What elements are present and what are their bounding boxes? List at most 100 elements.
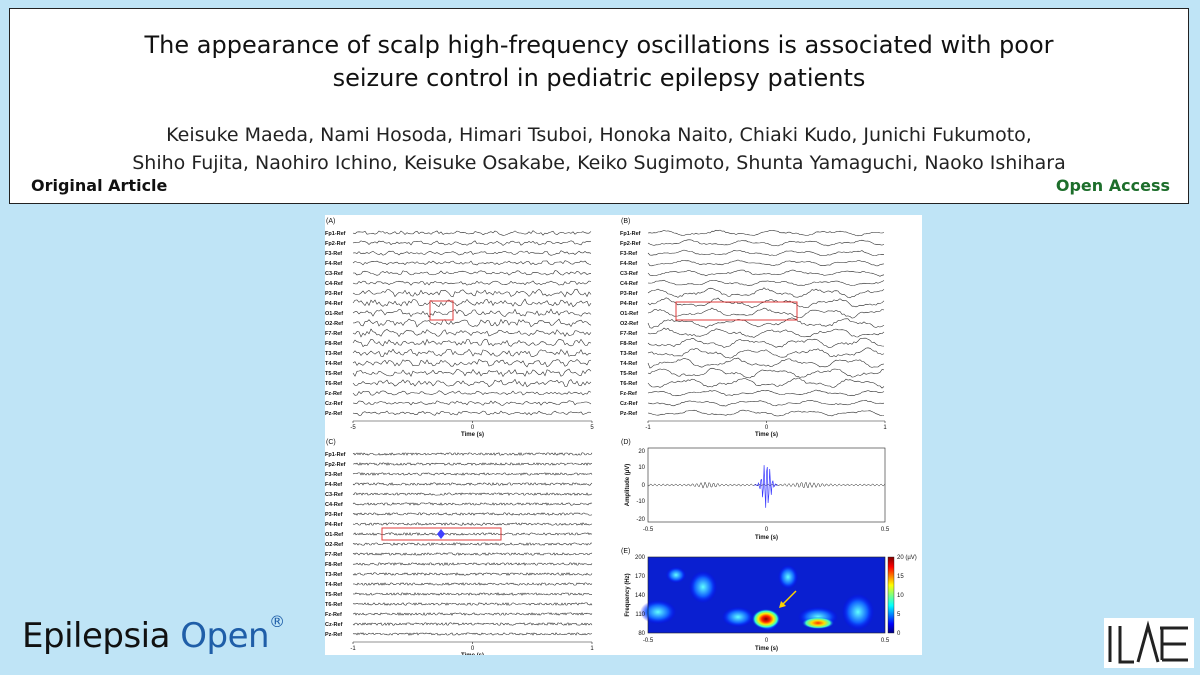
channel-label-B-t5-ref: T5-Ref [620, 371, 637, 377]
channel-label-B-fz-ref: Fz-Ref [620, 391, 637, 397]
channel-label-A-o1-ref: O1-Ref [325, 311, 343, 317]
channel-label-B-pz-ref: Pz-Ref [620, 411, 637, 417]
eeg-trace-C-11 [352, 562, 593, 566]
channel-label-A-t5-ref: T5-Ref [325, 371, 342, 377]
eeg-trace-A-13 [352, 359, 592, 368]
ilae-logo-mark [1108, 620, 1188, 664]
hfo-highlight-box-c [381, 527, 502, 541]
y-tick-label-D-4: -20 [636, 517, 645, 523]
colorbar [887, 556, 895, 634]
journal-logo: Epilepsia Open® [22, 612, 285, 656]
channel-label-A-t6-ref: T6-Ref [325, 381, 342, 387]
y-tick-label-E-2: 140 [635, 593, 646, 599]
channel-label-B-c4-ref: C4-Ref [620, 281, 638, 287]
eeg-trace-C-6 [352, 512, 593, 516]
channel-label-C-f4-ref: F4-Ref [325, 482, 342, 488]
eeg-trace-A-16 [352, 390, 592, 396]
panel-label-C: (C) [326, 439, 336, 446]
spectrogram-blob-1 [689, 571, 717, 603]
y-tick-label-D-0: 20 [638, 449, 645, 455]
channel-label-C-c4-ref: C4-Ref [325, 502, 343, 508]
channel-label-C-p4-ref: P4-Ref [325, 522, 343, 528]
eeg-trace-C-8 [352, 532, 593, 536]
channel-label-A-f8-ref: F8-Ref [325, 341, 342, 347]
channel-label-A-o2-ref: O2-Ref [325, 321, 343, 327]
eeg-trace-C-18 [352, 632, 593, 636]
y-tick-label-E-1: 170 [635, 574, 646, 580]
hfo-highlight-box-a [429, 300, 454, 321]
eeg-trace-B-12 [647, 347, 885, 359]
channel-label-A-c3-ref: C3-Ref [325, 271, 343, 277]
channel-label-A-c4-ref: C4-Ref [325, 281, 343, 287]
channel-label-B-f7-ref: F7-Ref [620, 331, 637, 337]
x-tick-label-E-1: 0 [765, 638, 769, 644]
eeg-trace-C-5 [352, 502, 593, 506]
eeg-figure-svg: (A) Fp1-Ref Fp2-Ref F3-Ref F4-Ref C3-Ref C4-Re… [325, 218, 917, 655]
x-axis-label-C: Time (s) [461, 653, 484, 655]
channel-label-B-p3-ref: P3-Ref [620, 291, 638, 297]
channel-label-A-p3-ref: P3-Ref [325, 291, 343, 297]
spectrogram-blob-3 [778, 565, 798, 589]
channel-label-B-fp2-ref: Fp2-Ref [620, 241, 641, 247]
colorbar-tick-label-2: 10 [897, 593, 904, 599]
eeg-trace-B-0 [647, 229, 885, 237]
eeg-trace-C-4 [352, 492, 593, 496]
hfo-burst-trace [754, 465, 778, 508]
eeg-trace-C-7 [352, 522, 593, 526]
y-tick-label-D-1: 10 [638, 465, 645, 471]
eeg-trace-B-16 [647, 389, 885, 397]
eeg-trace-C-17 [352, 622, 593, 626]
journal-name-open: Open [180, 616, 270, 656]
panel-label-B: (B) [621, 218, 630, 225]
eeg-trace-C-15 [352, 602, 593, 606]
channel-label-C-pz-ref: Pz-Ref [325, 632, 342, 638]
x-tick-label-E-0: -0.5 [643, 638, 654, 644]
spectrogram-blob-0 [640, 600, 676, 624]
channel-label-B-cz-ref: Cz-Ref [620, 401, 638, 407]
spectrogram-blob-6 [666, 567, 686, 583]
registered-mark: ® [269, 612, 285, 631]
eeg-trace-A-12 [352, 348, 592, 358]
x-tick-label-C-2: 1 [590, 646, 594, 652]
article-type: Original Article [31, 176, 168, 195]
channel-label-C-o1-ref: O1-Ref [325, 532, 343, 538]
x-tick-label-D-1: 0 [765, 527, 769, 533]
panel-label-D: (D) [621, 439, 631, 446]
eeg-trace-A-3 [352, 260, 592, 266]
eeg-trace-B-15 [647, 377, 885, 389]
title-line-2: seizure control in pediatric epilepsy pa… [332, 64, 866, 92]
open-access-label: Open Access [1055, 176, 1170, 195]
eeg-trace-B-2 [647, 249, 885, 256]
colorbar-tick-label-3: 5 [897, 612, 901, 618]
x-axis-label-D: Time (s) [755, 535, 778, 541]
eeg-trace-C-0 [352, 452, 593, 456]
channel-label-C-c3-ref: C3-Ref [325, 492, 343, 498]
panel-label-A: (A) [326, 218, 335, 225]
eeg-trace-C-13 [352, 582, 593, 586]
channel-label-C-t6-ref: T6-Ref [325, 602, 342, 608]
eeg-trace-C-12 [352, 572, 593, 576]
channel-label-C-f7-ref: F7-Ref [325, 552, 342, 558]
eeg-trace-B-11 [647, 337, 885, 348]
x-tick-label-C-0: -1 [350, 646, 356, 652]
x-axis-label-E: Time (s) [755, 646, 778, 652]
y-tick-label-E-3: 110 [635, 612, 645, 618]
channel-label-C-t3-ref: T3-Ref [325, 572, 342, 578]
channel-label-C-t5-ref: T5-Ref [325, 592, 342, 598]
x-tick-label-A-0: -5 [350, 425, 356, 431]
hfo-marker-c [437, 529, 445, 539]
channel-label-B-f4-ref: F4-Ref [620, 261, 637, 267]
eeg-trace-B-10 [647, 327, 885, 338]
eeg-trace-C-9 [352, 542, 593, 546]
channel-label-C-cz-ref: Cz-Ref [325, 622, 343, 628]
authors-line-1: Keisuke Maeda, Nami Hosoda, Himari Tsubo… [166, 124, 1032, 146]
x-tick-label-B-0: -1 [645, 425, 651, 431]
channel-label-B-o1-ref: O1-Ref [620, 311, 638, 317]
x-tick-label-E-2: 0.5 [881, 638, 890, 644]
x-tick-label-B-1: 0 [765, 425, 769, 431]
colorbar-tick-label-0: 20 (µV) [897, 555, 917, 561]
eeg-trace-B-17 [647, 399, 885, 407]
channel-label-B-t4-ref: T4-Ref [620, 361, 637, 367]
y-tick-label-D-3: -10 [636, 499, 645, 505]
eeg-trace-C-10 [352, 552, 593, 556]
